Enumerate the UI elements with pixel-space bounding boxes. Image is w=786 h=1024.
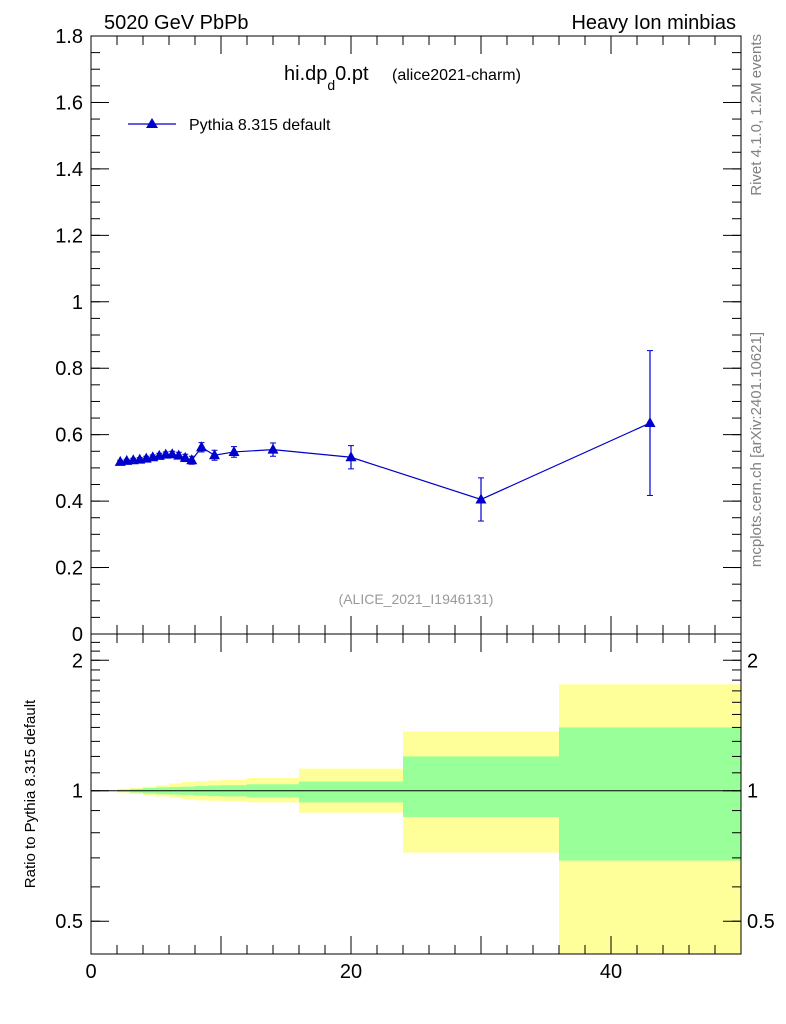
ratio-y-tick-label-right: 1 — [747, 781, 758, 803]
data-point-marker — [179, 451, 191, 462]
plot-title-prefix: hi.dp — [284, 63, 327, 85]
main-y-tick-label: 1 — [72, 292, 83, 314]
main-y-tick-label: 0.2 — [55, 558, 83, 580]
ratio-y-tick-label: 1 — [72, 781, 83, 803]
data-point-marker — [173, 449, 185, 460]
main-y-tick-label: 0.8 — [55, 358, 83, 380]
data-point-marker — [267, 443, 279, 454]
ratio-band-inner — [559, 727, 741, 861]
legend: Pythia 8.315 default — [128, 117, 331, 134]
ratio-ylabel: Ratio to Pythia 8.315 default — [22, 699, 39, 888]
ratio-plot-frame — [90, 633, 742, 955]
main-y-tick-label: 1.6 — [55, 92, 83, 114]
main-y-tick-label: 1.2 — [55, 225, 83, 247]
plot-analysis-label: (alice2021-charm) — [392, 67, 521, 84]
main-y-tick-label: 0.6 — [55, 425, 83, 447]
ratio-y-tick-label: 2 — [72, 650, 83, 672]
ratio-bands — [117, 684, 741, 954]
main-y-tick-label: 0.4 — [55, 491, 83, 513]
data-point-marker — [644, 417, 656, 428]
ratio-x-tick-label: 40 — [600, 961, 622, 983]
main-axis-ticks: 0 0.2 0.4 0.6 0.8 1 1.2 1.4 1.6 1.8 — [55, 26, 742, 646]
main-y-tick-label: 1.8 — [55, 26, 83, 48]
energy-label: 5020 GeV PbPb — [104, 12, 249, 34]
data-point-marker — [475, 493, 487, 504]
ratio-axis-ticks: 0.5 0.51 12 20 20 40 — [55, 634, 775, 983]
series-line — [120, 422, 651, 501]
ratio-band-inner — [299, 781, 403, 803]
ratio-x-tick-label: 0 — [85, 961, 96, 983]
data-point-marker — [166, 448, 178, 459]
ratio-band-inner — [403, 756, 559, 817]
analysis-watermark: (ALICE_2021_I1946131) — [339, 591, 494, 607]
mcplots-label: mcplots.cern.ch [arXiv:2401.10621] — [748, 332, 765, 567]
main-y-tick-label: 0 — [72, 624, 83, 646]
ratio-y-tick-label-right: 2 — [747, 650, 758, 672]
legend-entry: Pythia 8.315 default — [189, 117, 331, 134]
data-point-marker — [186, 454, 198, 465]
legend-marker-icon — [146, 118, 158, 128]
ratio-x-tick-label: 20 — [340, 961, 362, 983]
data-point-marker — [228, 445, 240, 456]
ratio-panel: 0.5 0.51 12 20 20 40 Ratio to Pythia 8.315 de… — [22, 633, 775, 983]
main-panel: 0 0.2 0.4 0.6 0.8 1 1.2 1.4 1.6 1.8 hi.dpd0.pt (a… — [55, 26, 742, 646]
plot-title: hi.dpd0.pt — [284, 63, 369, 93]
data-point-marker — [345, 451, 357, 462]
main-y-tick-label: 1.4 — [55, 159, 83, 181]
process-label: Heavy Ion minbias — [571, 12, 736, 34]
data-point-marker — [196, 441, 207, 452]
data-point-marker — [209, 449, 220, 460]
rivet-label: Rivet 4.1.0, 1.2M events — [748, 34, 765, 196]
main-series — [114, 350, 656, 522]
plot-title-suffix: 0.pt — [335, 63, 369, 85]
ratio-y-tick-label-right: 0.5 — [747, 911, 775, 933]
ratio-y-tick-label: 0.5 — [55, 911, 83, 933]
plot-title-subscript: d — [327, 77, 335, 93]
